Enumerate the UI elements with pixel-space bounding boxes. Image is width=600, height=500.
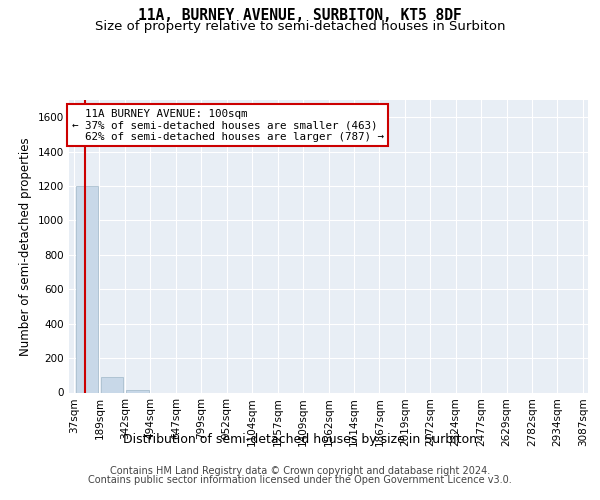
Bar [76, 186, 98, 392]
Y-axis label: Number of semi-detached properties: Number of semi-detached properties [19, 137, 32, 356]
Bar [127, 390, 149, 392]
Text: Contains public sector information licensed under the Open Government Licence v3: Contains public sector information licen… [88, 475, 512, 485]
Text: 11A, BURNEY AVENUE, SURBITON, KT5 8DF: 11A, BURNEY AVENUE, SURBITON, KT5 8DF [138, 8, 462, 22]
Text: Contains HM Land Registry data © Crown copyright and database right 2024.: Contains HM Land Registry data © Crown c… [110, 466, 490, 476]
Bar [101, 377, 124, 392]
Text: Distribution of semi-detached houses by size in Surbiton: Distribution of semi-detached houses by … [123, 432, 477, 446]
Text: 11A BURNEY AVENUE: 100sqm
← 37% of semi-detached houses are smaller (463)
  62% : 11A BURNEY AVENUE: 100sqm ← 37% of semi-… [71, 109, 383, 142]
Text: Size of property relative to semi-detached houses in Surbiton: Size of property relative to semi-detach… [95, 20, 505, 33]
